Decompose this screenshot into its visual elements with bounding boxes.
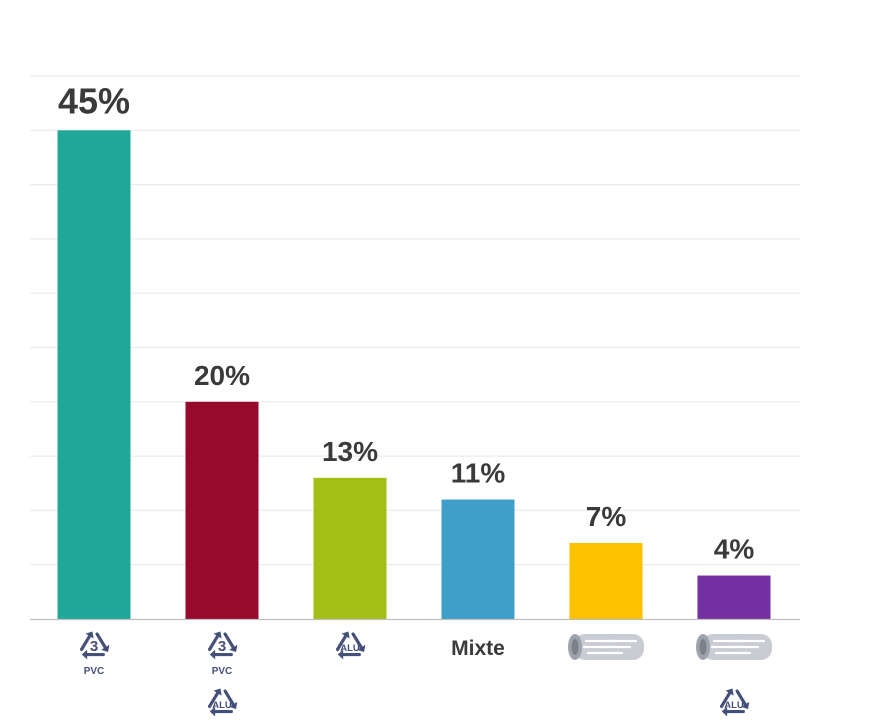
recycle-number: 3 bbox=[218, 638, 226, 655]
arrow-stroke bbox=[719, 691, 732, 709]
arrow-head bbox=[229, 701, 238, 709]
value-label: 4% bbox=[714, 534, 755, 565]
arrow-head bbox=[721, 706, 728, 717]
recycle-alu-icon: ALU bbox=[335, 631, 366, 660]
arrow-head bbox=[101, 644, 110, 652]
arrow-head bbox=[337, 649, 344, 660]
value-label: 11% bbox=[451, 458, 506, 489]
value-label: 7% bbox=[586, 501, 627, 532]
arrow-head bbox=[213, 631, 222, 639]
category-label: ALU bbox=[696, 634, 772, 717]
arrow-stroke bbox=[223, 689, 235, 706]
bar bbox=[57, 130, 131, 620]
arrow-head bbox=[341, 631, 350, 639]
arrow-head bbox=[725, 688, 734, 696]
recycle-alu-icon: ALU bbox=[207, 688, 238, 717]
recycle-alu-icon: ALU bbox=[719, 688, 750, 717]
bars bbox=[57, 130, 771, 620]
value-labels: 45% 20% 13% 11% 7% 4% bbox=[58, 80, 754, 564]
recycle-code: PVC bbox=[84, 666, 105, 677]
recycle-pvc-3-icon: 3 PVC bbox=[207, 631, 238, 677]
bar bbox=[313, 477, 387, 619]
arrow-stroke bbox=[79, 634, 92, 652]
recycle-number: 3 bbox=[90, 638, 98, 655]
value-label: 13% bbox=[322, 436, 378, 467]
x-axis: 3 PVC 3 PVC ALU ALU Mixte ALU bbox=[30, 618, 800, 717]
log-ring bbox=[699, 639, 707, 655]
arrow-stroke bbox=[207, 691, 220, 709]
recycle-pvc-3-icon: 3 PVC bbox=[79, 631, 110, 677]
bar bbox=[441, 499, 515, 619]
wooden-log-icon bbox=[696, 634, 772, 660]
arrow-head bbox=[209, 649, 216, 660]
arrow-head bbox=[357, 644, 366, 652]
arrow-stroke bbox=[207, 634, 220, 652]
category-label: Mixte bbox=[451, 637, 505, 660]
bar bbox=[569, 542, 643, 619]
arrow-head bbox=[229, 644, 238, 652]
arrow-head bbox=[213, 688, 222, 696]
arrow-head bbox=[81, 649, 88, 660]
category-label: 3 PVC bbox=[79, 631, 110, 677]
recycle-code: ALU bbox=[340, 643, 360, 654]
wooden-log-icon bbox=[568, 634, 644, 660]
value-label: 45% bbox=[58, 80, 130, 121]
arrow-head bbox=[209, 706, 216, 717]
category-label: ALU bbox=[335, 631, 366, 660]
category-label: 3 PVC ALU bbox=[207, 631, 238, 717]
recycle-code: ALU bbox=[212, 700, 232, 711]
arrow-stroke bbox=[335, 634, 348, 652]
recycle-code: PVC bbox=[212, 666, 233, 677]
arrow-stroke bbox=[735, 689, 747, 706]
arrow-stroke bbox=[95, 632, 107, 649]
arrow-stroke bbox=[351, 632, 363, 649]
recycle-code: ALU bbox=[724, 700, 744, 711]
arrow-stroke bbox=[223, 632, 235, 649]
bar bbox=[697, 575, 771, 619]
category-label bbox=[568, 634, 644, 660]
arrow-head bbox=[85, 631, 94, 639]
gridlines bbox=[30, 75, 800, 566]
bar bbox=[185, 401, 259, 619]
value-label: 20% bbox=[194, 360, 250, 391]
arrow-head bbox=[741, 701, 750, 709]
log-ring bbox=[571, 639, 579, 655]
category-text: Mixte bbox=[451, 637, 505, 660]
